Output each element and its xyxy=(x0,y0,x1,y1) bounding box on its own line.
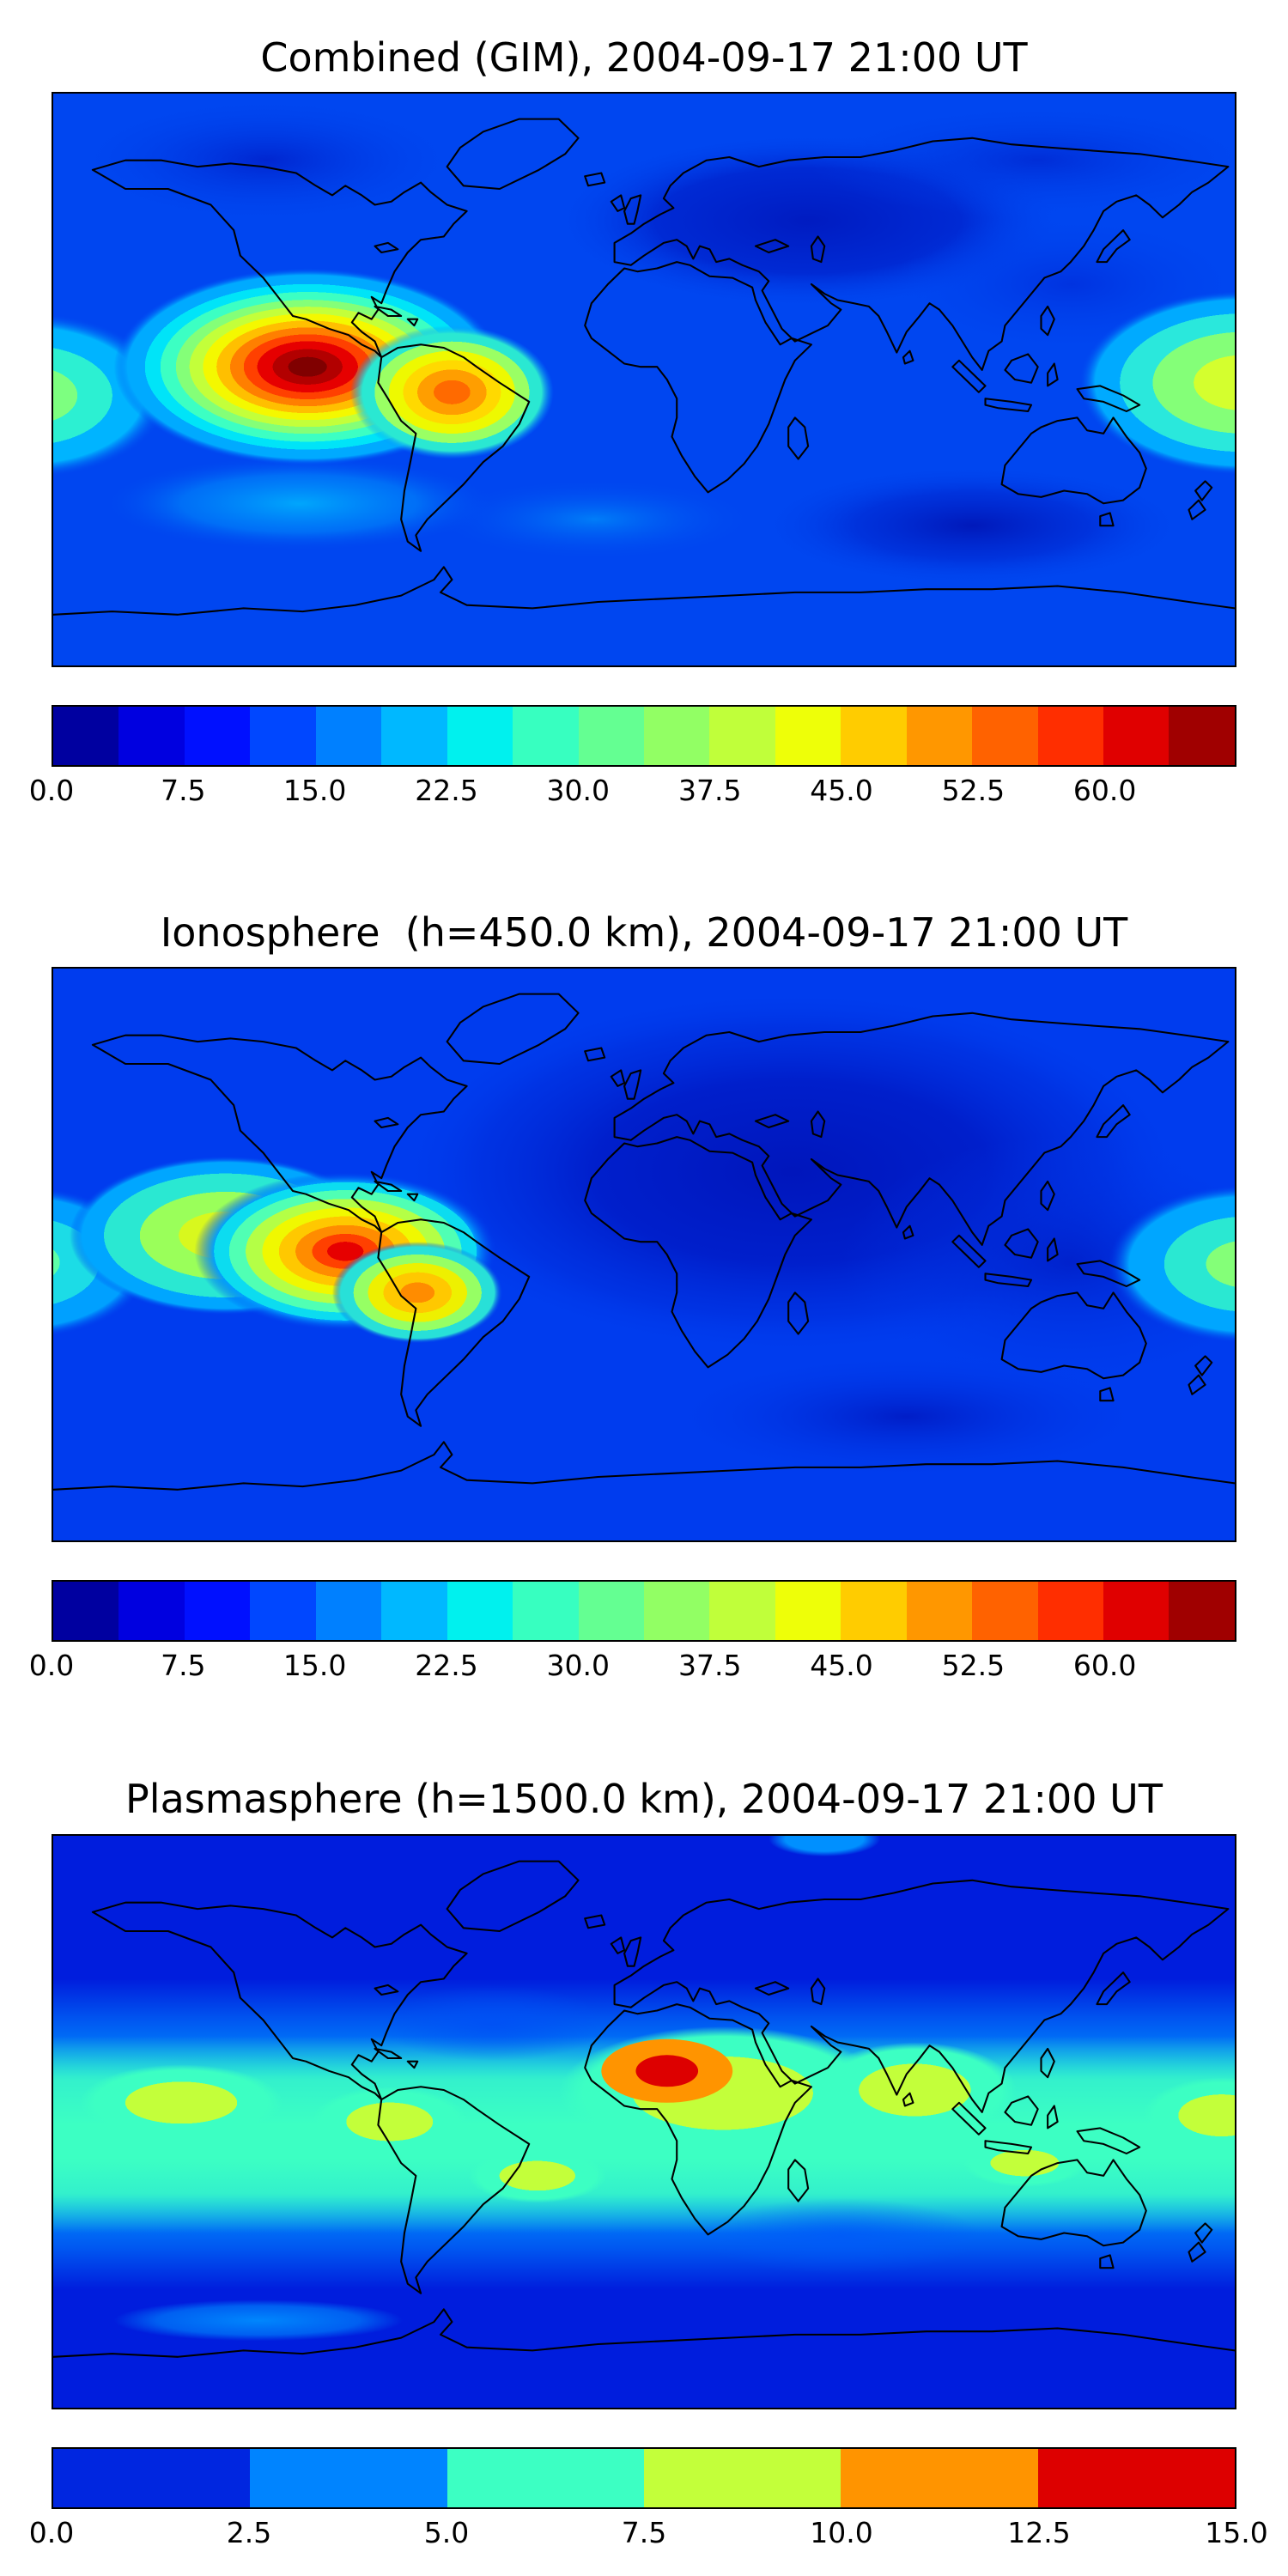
colorbar-tick-label: 15.0 xyxy=(283,774,347,808)
colorbar-segment xyxy=(1169,707,1235,766)
colorbar-segment xyxy=(184,707,251,766)
colorbar-tick-label: 7.5 xyxy=(621,2515,667,2549)
coastlines xyxy=(53,993,1235,1492)
colorbar-ticks-plasmasphere: 0.0 2.5 5.0 7.5 10.0 12.5 15.0 xyxy=(29,2509,1268,2550)
colorbar-ionosphere xyxy=(52,1580,1236,1643)
panel-title-combined: Combined (GIM), 2004-09-17 21:00 UT xyxy=(260,34,1028,81)
colorbar-combined xyxy=(52,705,1236,768)
colorbar-tick-label: 60.0 xyxy=(1072,774,1137,808)
colorbar-tick-label: 0.0 xyxy=(28,2515,75,2549)
coastlines xyxy=(53,1860,1235,2358)
panel-title-plasmasphere: Plasmasphere (h=1500.0 km), 2004-09-17 2… xyxy=(125,1776,1163,1823)
colorbar-ticks-combined: 0.0 7.5 15.0 22.5 30.0 37.5 45.0 52.5 60.0 xyxy=(29,767,1236,808)
colorbar-tick-label: 30.0 xyxy=(546,1649,611,1683)
colorbar-segment xyxy=(1103,707,1170,766)
tec-map-combined xyxy=(52,92,1236,668)
colorbar-segment xyxy=(709,707,775,766)
world-map-svg-ionosphere xyxy=(53,969,1235,1541)
colorbar-segment xyxy=(841,1582,907,1641)
colorbar-segment xyxy=(381,1582,447,1641)
colorbar-segment xyxy=(1037,2448,1235,2507)
colorbar-segment xyxy=(53,707,119,766)
colorbar-segment xyxy=(250,707,316,766)
colorbar-segment xyxy=(578,1582,644,1641)
colorbar-segment xyxy=(184,1582,251,1641)
colorbar-segment xyxy=(1037,1582,1103,1641)
tec-map-ionosphere xyxy=(52,967,1236,1543)
colorbar-tick-label: 7.5 xyxy=(161,1649,206,1683)
colorbar-segment xyxy=(447,1582,513,1641)
colorbar-segment xyxy=(447,2448,644,2507)
colorbar-segment xyxy=(1037,707,1103,766)
colorbar-tick-label: 7.5 xyxy=(161,774,206,808)
colorbar-tick-label: 60.0 xyxy=(1072,1649,1137,1683)
colorbar-segment xyxy=(643,1582,710,1641)
panel-plasmasphere: Plasmasphere (h=1500.0 km), 2004-09-17 2… xyxy=(29,1683,1268,2550)
colorbar-tick-label: 30.0 xyxy=(546,774,611,808)
colorbar-segment xyxy=(775,707,841,766)
colorbar-segment xyxy=(513,707,579,766)
colorbar-tick-label: 37.5 xyxy=(677,774,742,808)
colorbar-ticks-ionosphere: 0.0 7.5 15.0 22.5 30.0 37.5 45.0 52.5 60.0 xyxy=(29,1642,1236,1683)
colorbar-segment xyxy=(447,707,513,766)
world-map-svg-plasmasphere xyxy=(53,1835,1235,2408)
colorbar-segment xyxy=(972,1582,1038,1641)
colorbar-tick-label: 37.5 xyxy=(677,1649,742,1683)
colorbar-segment xyxy=(315,707,382,766)
colorbar-segment xyxy=(906,1582,973,1641)
colorbar-segment xyxy=(315,1582,382,1641)
colorbar-segment xyxy=(53,2448,251,2507)
colorbar-tick-label: 52.5 xyxy=(941,1649,1005,1683)
colorbar-segment xyxy=(1169,1582,1235,1641)
colorbar-segment xyxy=(381,707,447,766)
colorbar-segment xyxy=(906,707,973,766)
colorbar-tick-label: 22.5 xyxy=(415,1649,478,1683)
colorbar-segment xyxy=(841,2448,1038,2507)
panel-ionosphere: Ionosphere (h=450.0 km), 2004-09-17 21:0… xyxy=(29,808,1236,1683)
colorbar-plasmasphere xyxy=(52,2446,1236,2509)
panel-title-ionosphere: Ionosphere (h=450.0 km), 2004-09-17 21:0… xyxy=(160,909,1128,957)
tec-map-plasmasphere xyxy=(52,1833,1236,2409)
colorbar-segment xyxy=(578,707,644,766)
colorbar-tick-label: 0.0 xyxy=(28,774,75,808)
colorbar-segment xyxy=(643,2448,841,2507)
colorbar-segment xyxy=(118,1582,185,1641)
colorbar-tick-label: 12.5 xyxy=(1007,2515,1071,2549)
colorbar-segment xyxy=(513,1582,579,1641)
panel-combined: Combined (GIM), 2004-09-17 21:00 UT 0.0 7… xyxy=(29,0,1236,808)
colorbar-tick-label: 45.0 xyxy=(810,1649,873,1683)
colorbar-segment xyxy=(972,707,1038,766)
colorbar-tick-label: 22.5 xyxy=(415,774,478,808)
colorbar-segment xyxy=(841,707,907,766)
colorbar-tick-label: 52.5 xyxy=(941,774,1005,808)
world-map-svg-combined xyxy=(53,94,1235,666)
colorbar-segment xyxy=(709,1582,775,1641)
colorbar-tick-label: 5.0 xyxy=(423,2515,470,2549)
colorbar-tick-label: 2.5 xyxy=(226,2515,272,2549)
colorbar-segment xyxy=(118,707,185,766)
colorbar-tick-label: 15.0 xyxy=(283,1649,347,1683)
colorbar-segment xyxy=(643,707,710,766)
colorbar-segment xyxy=(1103,1582,1170,1641)
colorbar-tick-label: 10.0 xyxy=(810,2515,873,2549)
coastlines xyxy=(53,118,1235,617)
colorbar-segment xyxy=(250,1582,316,1641)
colorbar-tick-label: 0.0 xyxy=(28,1649,75,1683)
colorbar-tick-label: 45.0 xyxy=(810,774,873,808)
colorbar-segment xyxy=(53,1582,119,1641)
colorbar-segment xyxy=(775,1582,841,1641)
colorbar-segment xyxy=(250,2448,447,2507)
colorbar-tick-label: 15.0 xyxy=(1205,2515,1268,2549)
